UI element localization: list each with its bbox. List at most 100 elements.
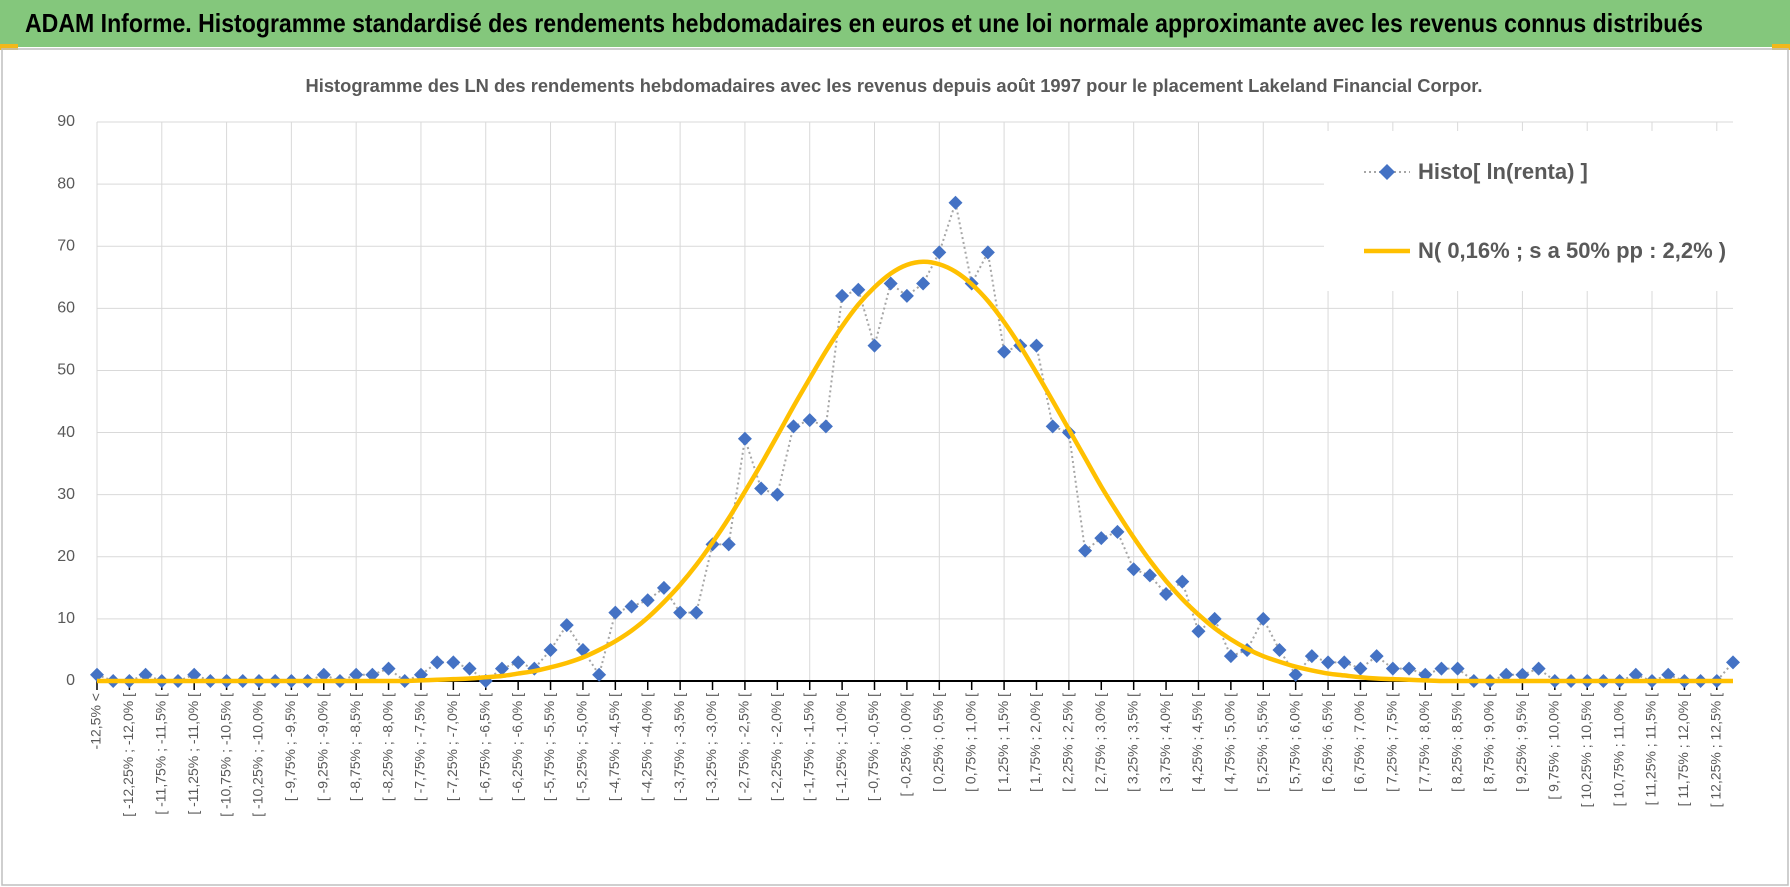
x-tick-label: [ 9,25% ; 9,5% [ xyxy=(1513,693,1529,792)
x-tick-label: [ 7,25% ; 7,5% [ xyxy=(1384,693,1400,792)
data-point xyxy=(316,667,331,682)
data-point xyxy=(1288,667,1303,682)
data-point xyxy=(1110,524,1125,539)
corner-accent xyxy=(1772,44,1790,50)
data-point xyxy=(786,419,801,434)
x-tick-label: [ 9,75% ; 10,0% [ xyxy=(1546,693,1562,800)
data-point xyxy=(511,655,526,670)
data-point xyxy=(1191,624,1206,639)
x-tick-label: [ -0,25% ; 0,0% [ xyxy=(898,693,914,797)
x-tick-label: [ -8,25% ; -8,0% [ xyxy=(379,693,395,801)
y-tick-label: 80 xyxy=(57,175,75,192)
x-tick-label: [ -2,75% ; -2,5% [ xyxy=(736,693,752,801)
data-point xyxy=(916,276,931,291)
data-point xyxy=(818,419,833,434)
y-tick-label: 70 xyxy=(57,237,75,254)
x-tick-label: [ 2,25% ; 2,5% [ xyxy=(1060,693,1076,792)
data-point xyxy=(365,667,380,682)
x-tick-label: [ 4,75% ; 5,0% [ xyxy=(1222,693,1238,792)
y-tick-label: 10 xyxy=(57,610,75,627)
data-point xyxy=(462,661,477,676)
page-title: ADAM Informe. Histogramme standardisé de… xyxy=(25,8,1703,38)
data-point xyxy=(1126,562,1141,577)
x-tick-label: [ 0,25% ; 0,5% [ xyxy=(930,693,946,792)
data-point xyxy=(381,661,396,676)
x-tick-label: [ -1,25% ; -1,0% [ xyxy=(833,693,849,801)
data-point xyxy=(1272,642,1287,657)
x-tick-label: [ 11,25% ; 11,5% [ xyxy=(1643,693,1659,805)
data-point xyxy=(1223,649,1238,664)
data-point xyxy=(1078,543,1093,558)
data-point xyxy=(1402,661,1417,676)
data-point xyxy=(1175,574,1190,589)
x-tick-label: [ -2,25% ; -2,0% [ xyxy=(768,693,784,801)
data-point xyxy=(1045,419,1060,434)
data-point xyxy=(430,655,445,670)
y-tick-label: 30 xyxy=(57,486,75,503)
data-point xyxy=(1450,661,1465,676)
data-point xyxy=(980,245,995,260)
data-point xyxy=(1207,611,1222,626)
data-point xyxy=(187,667,202,682)
data-point xyxy=(624,599,639,614)
data-point xyxy=(737,431,752,446)
data-point xyxy=(721,537,736,552)
data-point xyxy=(802,413,817,428)
data-point xyxy=(835,288,850,303)
data-point xyxy=(1628,667,1643,682)
x-tick-label: [ -7,75% ; -7,5% [ xyxy=(412,693,428,801)
legend-label: Histo[ ln(renta) ] xyxy=(1418,159,1588,184)
x-tick-label: [ -8,75% ; -8,5% [ xyxy=(347,693,363,801)
data-point xyxy=(899,288,914,303)
legend-marker xyxy=(1379,164,1395,180)
y-tick-label: 60 xyxy=(57,300,75,317)
data-point xyxy=(349,667,364,682)
data-point xyxy=(138,667,153,682)
x-tick-label: [ -5,75% ; -5,5% [ xyxy=(541,693,557,801)
data-point xyxy=(1304,649,1319,664)
data-point xyxy=(656,580,671,595)
data-point xyxy=(1726,655,1740,670)
x-tick-label: [ 8,75% ; 9,0% [ xyxy=(1481,693,1497,792)
x-tick-label: -12,5% < xyxy=(88,693,104,749)
x-tick-label: [ 8,25% ; 8,5% [ xyxy=(1448,693,1464,792)
data-point xyxy=(559,618,574,633)
data-point xyxy=(1369,649,1384,664)
data-point xyxy=(932,245,947,260)
data-point xyxy=(1094,531,1109,546)
corner-accent xyxy=(0,44,18,50)
data-point xyxy=(640,593,655,608)
x-tick-label: [ 0,75% ; 1,0% [ xyxy=(962,693,978,792)
x-tick-label: [ 5,25% ; 5,5% [ xyxy=(1254,693,1270,792)
x-tick-label: [ -4,75% ; -4,5% [ xyxy=(606,693,622,801)
x-tick-label: [ -3,25% ; -3,0% [ xyxy=(703,693,719,801)
x-tick-label: [ -10,75% ; -10,5% [ xyxy=(217,693,233,817)
data-point xyxy=(867,338,882,353)
x-tick-label: [ -7,25% ; -7,0% [ xyxy=(444,693,460,801)
data-point xyxy=(754,481,769,496)
data-point xyxy=(1029,338,1044,353)
x-tick-label: [ -0,75% ; -0,5% [ xyxy=(865,693,881,801)
data-point xyxy=(1385,661,1400,676)
x-tick-label: [ -6,75% ; -6,5% [ xyxy=(476,693,492,801)
legend-label: N( 0,16% ; s a 50% pp : 2,2% ) xyxy=(1418,238,1726,263)
data-point xyxy=(1661,667,1676,682)
x-tick-label: [ 1,75% ; 2,0% [ xyxy=(1027,693,1043,792)
data-point xyxy=(883,276,898,291)
data-point xyxy=(494,661,509,676)
header-band xyxy=(0,0,1790,47)
data-point xyxy=(689,605,704,620)
x-tick-label: [ 2,75% ; 3,0% [ xyxy=(1092,693,1108,792)
data-point xyxy=(592,667,607,682)
x-tick-label: [ 6,75% ; 7,0% [ xyxy=(1351,693,1367,792)
y-tick-label: 20 xyxy=(57,548,75,565)
x-tick-label: [ 10,75% ; 11,0% [ xyxy=(1610,693,1626,806)
x-tick-label: [ -11,75% ; -11,5% [ xyxy=(152,693,168,815)
data-point xyxy=(997,344,1012,359)
x-tick-label: [ 11,75% ; 12,0% [ xyxy=(1675,693,1691,806)
x-tick-label: [ 3,75% ; 4,0% [ xyxy=(1157,693,1173,792)
data-point xyxy=(673,605,688,620)
x-tick-label: [ 12,25% ; 12,5% [ xyxy=(1708,693,1724,808)
